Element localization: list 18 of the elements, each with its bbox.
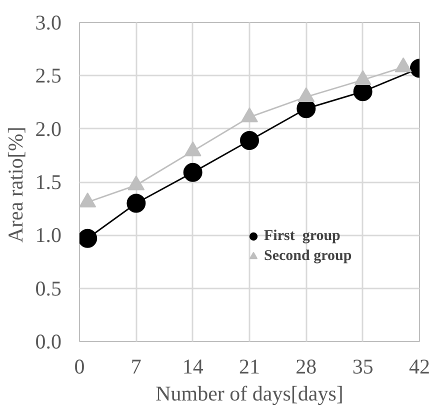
y-tick-label: 0.0 (35, 330, 62, 354)
x-tick-label: 21 (239, 354, 260, 378)
y-tick-label: 1.0 (35, 223, 62, 248)
y-tick-label: 3.0 (35, 10, 62, 34)
x-tick-label: 35 (352, 354, 374, 378)
y-tick-label: 2.5 (35, 64, 62, 88)
x-tick-label: 14 (182, 354, 204, 378)
y-axis-title: Area ratio[%] (3, 126, 28, 243)
y-tick-label: 0.5 (35, 276, 62, 300)
x-tick-label: 7 (130, 354, 142, 378)
x-tick-label: 28 (296, 354, 317, 378)
x-tick-label: 42 (409, 354, 430, 378)
x-axis-title: Number of days[days] (156, 382, 344, 406)
x-tick-label: 0 (74, 354, 85, 378)
legend-label: Second group (264, 248, 352, 264)
y-tick-label: 1.5 (35, 170, 62, 194)
y-tick-label: 2.0 (35, 116, 62, 141)
legend-label: First group (264, 228, 340, 244)
